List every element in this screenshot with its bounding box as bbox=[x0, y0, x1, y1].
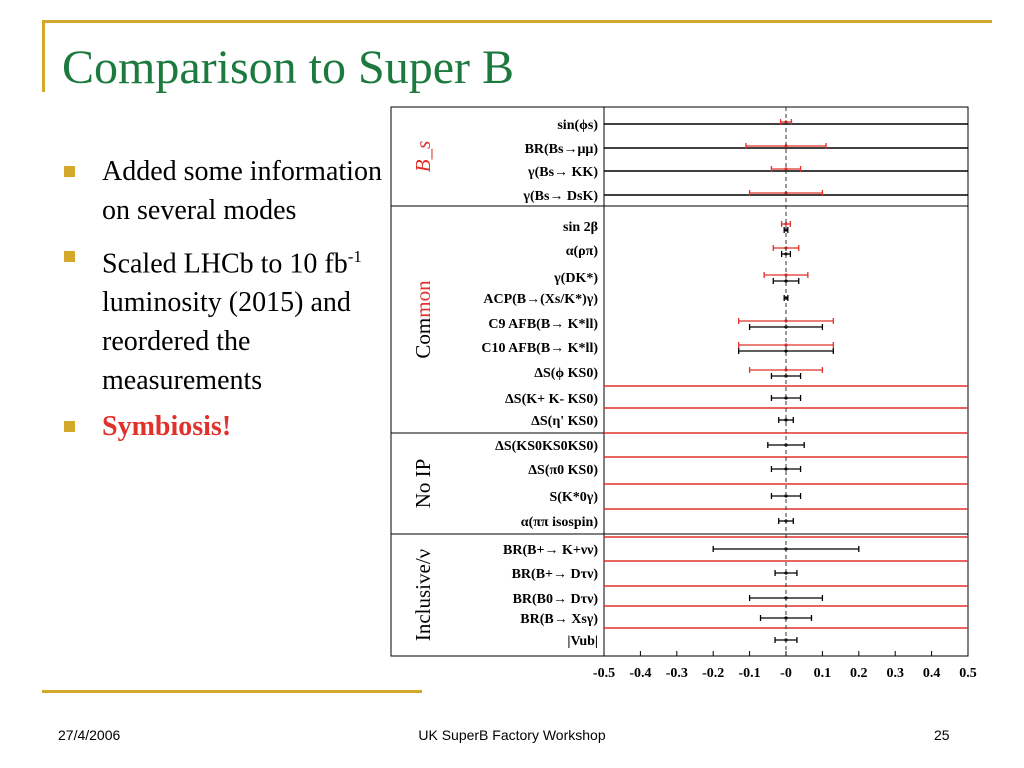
footer-date: 27/4/2006 bbox=[58, 727, 121, 743]
row-label: BR(B→ Xsγ) bbox=[520, 612, 598, 627]
page-number: 25 bbox=[934, 727, 950, 743]
x-tick-label: 0.1 bbox=[814, 666, 832, 681]
x-tick-label: 0.3 bbox=[886, 666, 904, 681]
bullet-list: Added some information on several modes … bbox=[62, 152, 382, 453]
data-point-red bbox=[784, 167, 788, 171]
group-label: Common bbox=[411, 280, 435, 359]
row-label: BR(B0→ Dτν) bbox=[513, 592, 599, 607]
square-bullet-icon bbox=[64, 421, 75, 433]
row-label: α(ρπ) bbox=[566, 244, 599, 259]
group-label: Inclusive/ν bbox=[411, 549, 435, 641]
top-accent-rule bbox=[42, 20, 992, 23]
row-label: BR(B+→ K+νν) bbox=[503, 543, 598, 558]
bottom-accent-rule bbox=[42, 690, 422, 693]
row-label: S(K*0γ) bbox=[549, 490, 598, 505]
data-point-black bbox=[784, 418, 788, 422]
x-tick-label: 0.5 bbox=[959, 666, 977, 681]
row-label: ΔS(K+ K- KS0) bbox=[505, 392, 598, 407]
x-tick-label: -0.3 bbox=[666, 666, 688, 681]
row-label: γ(DK*) bbox=[553, 271, 598, 286]
footer-title: UK SuperB Factory Workshop bbox=[418, 727, 606, 743]
row-label: |Vub| bbox=[567, 634, 598, 649]
row-label: ΔS(ϕ KS0) bbox=[534, 366, 598, 381]
square-bullet-icon bbox=[64, 166, 75, 177]
row-label: BR(Bs→μμ) bbox=[525, 142, 599, 157]
bullet-item-scaled-lhcb: Scaled LHCb to 10 fb-1 luminosity (2015)… bbox=[62, 237, 382, 400]
x-tick-label: -0 bbox=[780, 666, 792, 681]
x-tick-label: 0.4 bbox=[923, 666, 941, 681]
row-label: C10 AFB(B→ K*ll) bbox=[481, 341, 598, 356]
slide-title: Comparison to Super B bbox=[62, 41, 514, 94]
row-label: BR(B+→ Dτν) bbox=[512, 567, 599, 582]
row-label: ΔS(π0 KS0) bbox=[528, 463, 598, 478]
x-tick-label: 0.2 bbox=[850, 666, 868, 681]
x-tick-label: -0.4 bbox=[629, 666, 651, 681]
x-tick-label: -0.5 bbox=[593, 666, 615, 681]
row-label: γ(Bs→ KK) bbox=[527, 165, 598, 180]
bullet-item-added-info: Added some information on several modes bbox=[62, 152, 382, 230]
data-point-black bbox=[784, 349, 788, 353]
square-bullet-icon bbox=[64, 251, 75, 262]
bullet-text: Added some information on several modes bbox=[102, 156, 382, 226]
row-label: C9 AFB(B→ K*ll) bbox=[488, 317, 598, 332]
data-point-black bbox=[784, 467, 788, 471]
bullet-text: Symbiosis! bbox=[102, 411, 232, 443]
row-label: ACP(B→(Xs/K*)γ) bbox=[483, 292, 598, 307]
title-accent-vertical-bar bbox=[42, 20, 45, 92]
bullet-text-end: luminosity (2015) and reordered the meas… bbox=[102, 287, 351, 397]
chart-frame bbox=[390, 106, 969, 657]
data-point-red bbox=[784, 222, 788, 226]
row-label: ΔS(η' KS0) bbox=[531, 414, 598, 429]
bullet-item-symbiosis: Symbiosis! bbox=[62, 407, 382, 446]
bullet-superscript: -1 bbox=[347, 247, 362, 266]
group-label: No IP bbox=[411, 459, 435, 509]
row-label: α(ππ isospin) bbox=[521, 515, 599, 530]
comparison-chart: B_s sin(ϕs) BR(Bs→μμ) γ(Bs→ KK) γ(Bs→ DsK) Co… bbox=[390, 106, 977, 681]
x-tick-label: -0.1 bbox=[739, 666, 761, 681]
x-tick-label: -0.2 bbox=[702, 666, 724, 681]
bullet-text-start: Scaled LHCb to 10 fb bbox=[102, 248, 348, 280]
row-label: sin 2β bbox=[563, 220, 598, 235]
group-label: B_s bbox=[411, 141, 435, 173]
data-point-black bbox=[784, 279, 788, 283]
row-label: ΔS(KS0KS0KS0) bbox=[495, 439, 598, 454]
row-label: γ(Bs→ DsK) bbox=[522, 189, 598, 204]
row-label: sin(ϕs) bbox=[557, 118, 598, 133]
